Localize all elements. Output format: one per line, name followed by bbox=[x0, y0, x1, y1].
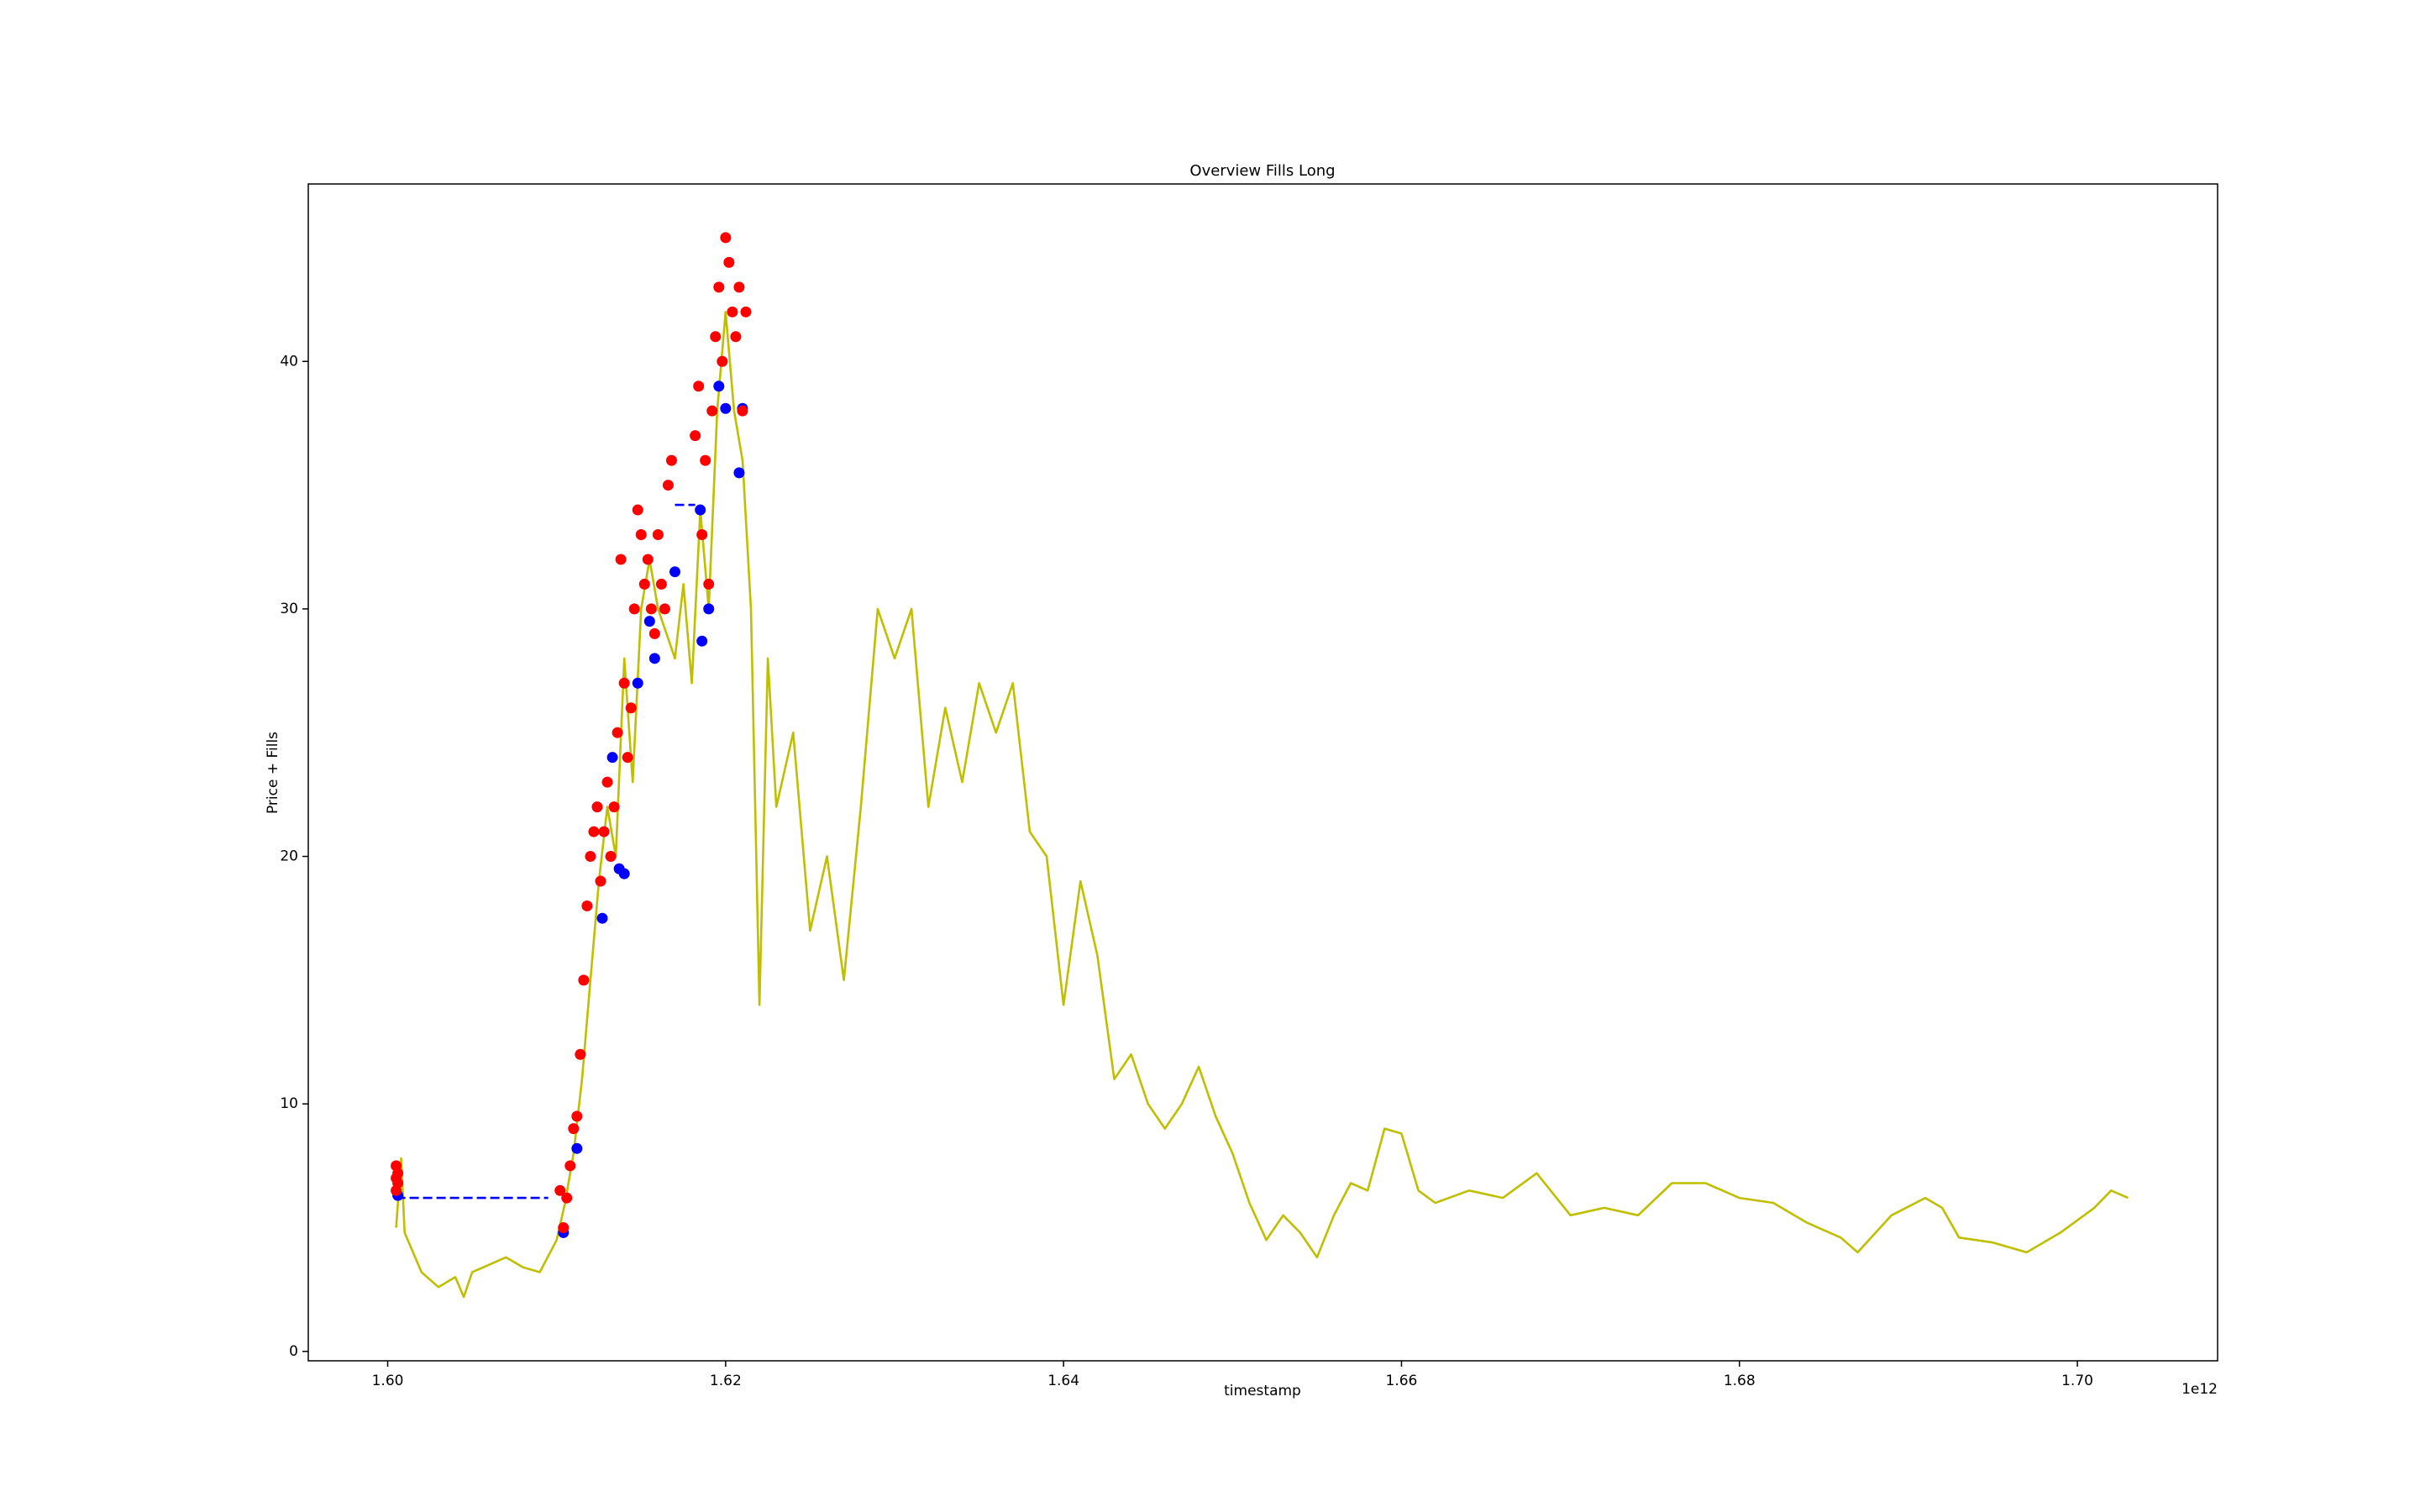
fill-point bbox=[601, 776, 613, 788]
fill-point bbox=[733, 281, 745, 293]
fill-point bbox=[713, 281, 725, 293]
fill-point bbox=[591, 801, 603, 813]
fill-point bbox=[730, 331, 742, 343]
y-axis-label: Price + Fills bbox=[265, 732, 281, 814]
fill-point bbox=[706, 405, 718, 417]
y-tick-label: 40 bbox=[280, 353, 298, 370]
fill-point bbox=[608, 801, 620, 813]
fill-point bbox=[588, 826, 600, 837]
fill-point bbox=[720, 402, 732, 414]
x-tick-label: 1.68 bbox=[1724, 1373, 1756, 1389]
fill-point bbox=[703, 603, 715, 615]
fill-point bbox=[652, 529, 664, 541]
x-tick-label: 1.70 bbox=[2061, 1373, 2093, 1389]
fill-point bbox=[568, 1123, 580, 1135]
fill-point bbox=[558, 1221, 570, 1233]
fill-point bbox=[733, 467, 745, 479]
fill-point bbox=[635, 529, 647, 541]
y-tick-label: 20 bbox=[280, 848, 298, 865]
fill-point bbox=[581, 900, 593, 911]
fill-point bbox=[622, 752, 633, 764]
fill-point bbox=[392, 1177, 404, 1189]
fill-point bbox=[596, 912, 608, 924]
fill-point bbox=[561, 1192, 573, 1204]
fill-point bbox=[628, 603, 640, 615]
fill-point bbox=[612, 727, 623, 738]
x-axis-label: timestamp bbox=[1224, 1383, 1301, 1399]
fill-point bbox=[392, 1168, 404, 1179]
fill-point bbox=[642, 554, 654, 565]
fill-point bbox=[598, 826, 610, 837]
fill-point bbox=[605, 851, 617, 863]
fill-point bbox=[618, 868, 630, 879]
fill-point bbox=[693, 381, 705, 392]
fill-point bbox=[655, 578, 667, 590]
x-tick-label: 1.64 bbox=[1047, 1373, 1079, 1389]
chart-title: Overview Fills Long bbox=[1189, 162, 1335, 180]
fill-point bbox=[740, 306, 752, 318]
fill-point bbox=[659, 603, 670, 615]
fill-point bbox=[625, 702, 637, 714]
fill-point bbox=[554, 1184, 566, 1196]
fill-point bbox=[618, 677, 630, 689]
fill-point bbox=[703, 578, 715, 590]
fill-point bbox=[700, 454, 711, 466]
fill-point bbox=[606, 752, 618, 764]
fill-point bbox=[645, 603, 657, 615]
fill-point bbox=[585, 851, 596, 863]
fill-point bbox=[696, 529, 708, 541]
fill-point bbox=[571, 1142, 583, 1154]
fill-point bbox=[713, 381, 725, 392]
fill-point bbox=[720, 232, 732, 244]
x-tick-label: 1.62 bbox=[710, 1373, 742, 1389]
fill-point bbox=[727, 306, 738, 318]
fill-point bbox=[669, 566, 680, 578]
fill-point bbox=[737, 405, 748, 417]
fill-point bbox=[632, 677, 643, 689]
fill-point bbox=[665, 454, 677, 466]
fill-point bbox=[695, 504, 706, 516]
fill-point bbox=[696, 635, 708, 647]
fill-point bbox=[595, 875, 606, 887]
fill-point bbox=[717, 355, 728, 367]
y-tick-label: 30 bbox=[280, 601, 298, 617]
x-tick-label: 1.66 bbox=[1386, 1373, 1418, 1389]
fill-point bbox=[723, 256, 735, 268]
fill-point bbox=[638, 578, 650, 590]
fill-point bbox=[690, 430, 701, 442]
fill-point bbox=[648, 627, 660, 639]
price-line bbox=[395, 311, 2129, 1299]
fill-point bbox=[615, 554, 627, 565]
fill-point bbox=[578, 974, 590, 986]
fill-point bbox=[648, 653, 660, 664]
fill-point bbox=[632, 504, 643, 516]
x-offset-label: 1e12 bbox=[2181, 1381, 2218, 1398]
fill-point bbox=[662, 480, 674, 491]
fill-point bbox=[571, 1110, 583, 1122]
x-tick-label: 1.60 bbox=[372, 1373, 404, 1389]
fill-point bbox=[710, 331, 722, 343]
y-tick-label: 0 bbox=[289, 1343, 298, 1360]
fill-point bbox=[564, 1160, 576, 1172]
y-tick-label: 10 bbox=[280, 1095, 298, 1112]
fill-point bbox=[575, 1048, 586, 1060]
fill-point bbox=[643, 616, 655, 627]
plot-frame bbox=[307, 183, 2218, 1362]
